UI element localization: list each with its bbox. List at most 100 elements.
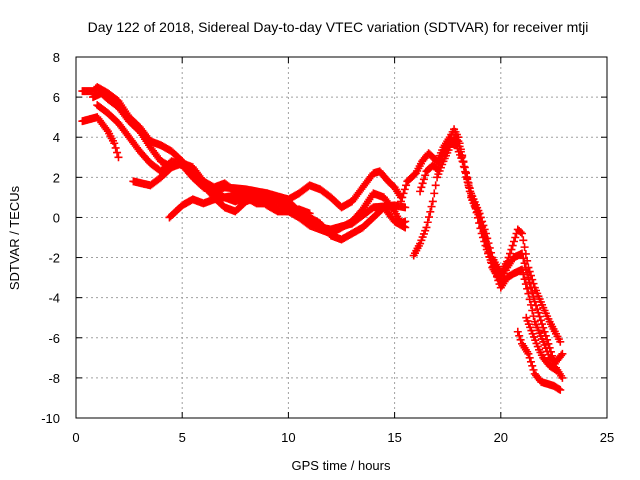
data-point bbox=[524, 273, 533, 282]
data-point bbox=[425, 213, 434, 222]
data-point bbox=[480, 237, 489, 246]
data-point bbox=[511, 233, 520, 242]
data-point bbox=[421, 171, 430, 180]
data-point bbox=[305, 209, 314, 218]
data-point bbox=[529, 365, 538, 374]
y-tick-label: -4 bbox=[48, 291, 60, 306]
data-point bbox=[468, 195, 477, 204]
data-point bbox=[518, 265, 527, 274]
data-point bbox=[518, 249, 527, 258]
data-point bbox=[471, 203, 480, 212]
data-point bbox=[526, 283, 535, 292]
data-point bbox=[516, 335, 525, 344]
data-point bbox=[506, 249, 515, 258]
data-point bbox=[418, 179, 427, 188]
series-track-5 bbox=[129, 157, 405, 212]
data-point bbox=[556, 385, 565, 394]
data-point bbox=[417, 183, 426, 192]
data-point bbox=[520, 275, 529, 284]
data-point bbox=[431, 181, 440, 190]
y-tick-label: -10 bbox=[41, 411, 60, 426]
series-track-10 bbox=[513, 327, 565, 394]
data-point bbox=[518, 229, 527, 238]
data-point bbox=[525, 278, 534, 287]
data-point bbox=[528, 288, 537, 297]
data-point bbox=[463, 178, 472, 187]
data-point bbox=[520, 259, 529, 268]
data-point bbox=[519, 270, 528, 279]
data-point bbox=[475, 219, 484, 228]
data-point bbox=[482, 245, 491, 254]
tick-labels: 0 5 10 15 20 25 -10 -8 -6 -4 -2 0 2 4 6 8 bbox=[41, 50, 614, 445]
data-point bbox=[552, 365, 561, 374]
data-point bbox=[521, 263, 530, 272]
data-point bbox=[389, 205, 398, 214]
series-track-9 bbox=[416, 137, 567, 366]
data-point bbox=[464, 183, 473, 192]
data-point bbox=[111, 143, 120, 152]
y-tick-label: -6 bbox=[48, 331, 60, 346]
y-tick-label: 0 bbox=[53, 210, 60, 225]
data-points bbox=[78, 83, 567, 394]
data-point bbox=[402, 181, 411, 190]
data-point bbox=[461, 167, 470, 176]
data-point bbox=[524, 289, 533, 298]
data-point bbox=[114, 153, 123, 162]
data-point bbox=[491, 269, 500, 278]
series-track-6 bbox=[165, 193, 314, 222]
data-point bbox=[459, 162, 468, 171]
x-axis-title: GPS time / hours bbox=[292, 458, 391, 473]
data-point bbox=[494, 276, 503, 285]
data-point bbox=[481, 241, 490, 250]
y-tick-label: 4 bbox=[53, 130, 60, 145]
y-axis-title: SDTVAR / TECUs bbox=[7, 185, 22, 290]
data-point bbox=[516, 228, 525, 237]
data-point bbox=[528, 306, 537, 315]
data-point bbox=[556, 337, 565, 346]
y-tick-label: 2 bbox=[53, 170, 60, 185]
data-point bbox=[490, 265, 499, 274]
data-point bbox=[509, 237, 518, 246]
data-point bbox=[462, 172, 471, 181]
data-point bbox=[401, 203, 410, 212]
data-point bbox=[492, 272, 501, 281]
data-point bbox=[557, 351, 566, 360]
data-point bbox=[102, 125, 111, 134]
data-point bbox=[476, 224, 485, 233]
data-point bbox=[515, 331, 524, 340]
data-point bbox=[523, 284, 532, 293]
y-tick-label: -8 bbox=[48, 371, 60, 386]
data-point bbox=[110, 139, 119, 148]
data-point bbox=[513, 327, 522, 336]
y-tick-label: -2 bbox=[48, 251, 60, 266]
data-point bbox=[544, 339, 553, 348]
data-point bbox=[422, 223, 431, 232]
data-point bbox=[427, 202, 436, 211]
data-point bbox=[428, 197, 437, 206]
plot-frame bbox=[75, 56, 608, 419]
data-point bbox=[519, 254, 528, 263]
data-point bbox=[398, 193, 407, 202]
data-point bbox=[526, 300, 535, 309]
data-point bbox=[528, 361, 537, 370]
data-point bbox=[525, 295, 534, 304]
data-point bbox=[416, 187, 425, 196]
data-point bbox=[523, 268, 532, 277]
data-point bbox=[508, 241, 517, 250]
data-point bbox=[507, 245, 516, 254]
x-tick-label: 15 bbox=[387, 430, 401, 445]
data-point bbox=[426, 207, 435, 216]
data-point bbox=[521, 280, 530, 289]
data-point bbox=[477, 229, 486, 238]
data-point bbox=[534, 308, 543, 317]
y-tick-label: 6 bbox=[53, 90, 60, 105]
data-point bbox=[540, 327, 549, 336]
data-point bbox=[450, 140, 459, 149]
data-point bbox=[400, 185, 409, 194]
data-point bbox=[558, 349, 567, 358]
data-point bbox=[470, 199, 479, 208]
x-tick-label: 0 bbox=[72, 430, 79, 445]
y-tick-label: 8 bbox=[53, 50, 60, 65]
data-point bbox=[472, 208, 481, 217]
